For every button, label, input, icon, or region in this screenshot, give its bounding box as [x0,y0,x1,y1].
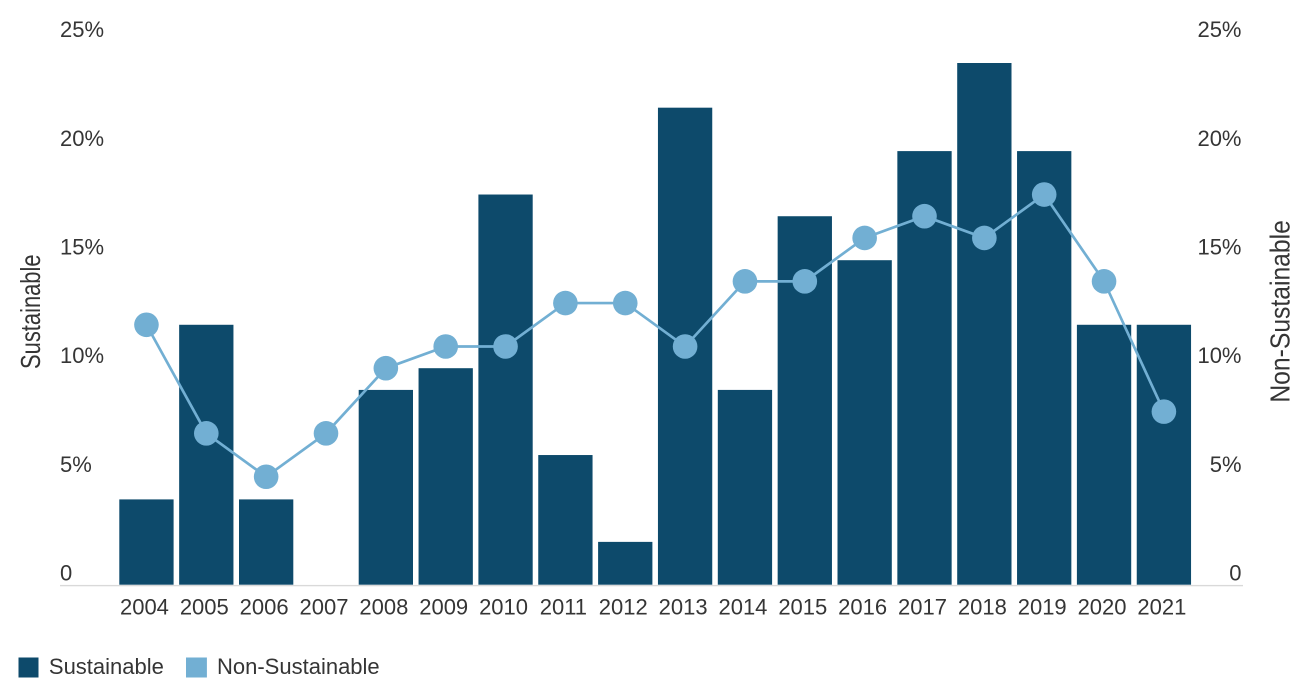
svg-text:15%: 15% [60,235,104,260]
svg-text:2008: 2008 [359,595,408,620]
svg-text:2012: 2012 [599,595,648,620]
svg-text:20%: 20% [60,126,104,151]
svg-text:2016: 2016 [838,595,887,620]
svg-text:Non-Sustainable: Non-Sustainable [217,654,380,679]
svg-text:2005: 2005 [180,595,229,620]
svg-text:2014: 2014 [718,595,767,620]
svg-text:5%: 5% [60,452,92,477]
svg-text:2015: 2015 [778,595,827,620]
svg-text:10%: 10% [60,343,104,368]
svg-text:2009: 2009 [419,595,468,620]
svg-text:5%: 5% [1210,452,1242,477]
svg-text:2011: 2011 [540,595,587,620]
svg-text:2013: 2013 [659,595,708,620]
svg-text:2021: 2021 [1137,595,1186,620]
svg-text:2017: 2017 [898,595,947,620]
svg-text:2020: 2020 [1078,595,1127,620]
svg-text:Non-Sustainable: Non-Sustainable [1265,220,1296,403]
svg-text:2019: 2019 [1018,595,1067,620]
svg-text:25%: 25% [60,17,104,42]
svg-text:25%: 25% [1197,17,1241,42]
svg-text:10%: 10% [1197,343,1241,368]
svg-text:2018: 2018 [958,595,1007,620]
svg-text:0: 0 [1229,560,1241,585]
svg-text:2007: 2007 [300,595,349,620]
svg-text:2010: 2010 [479,595,528,620]
svg-text:15%: 15% [1197,235,1241,260]
svg-text:20%: 20% [1197,126,1241,151]
svg-text:Sustainable: Sustainable [15,254,46,369]
svg-text:2004: 2004 [120,595,169,620]
svg-text:0: 0 [60,560,72,585]
svg-text:2006: 2006 [240,595,289,620]
svg-text:Sustainable: Sustainable [49,654,164,679]
